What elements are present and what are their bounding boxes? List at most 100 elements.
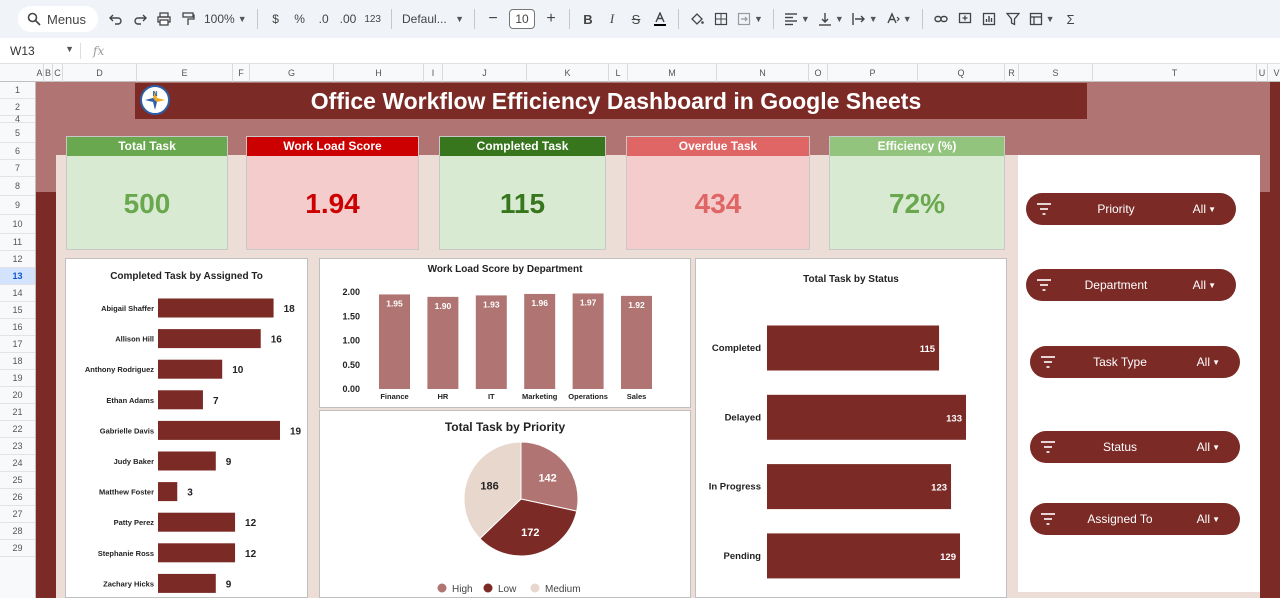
- axis-category-label: Anthony Rodriguez: [85, 365, 154, 374]
- decrease-font-size-button[interactable]: −: [488, 10, 498, 27]
- fill-color-icon[interactable]: [685, 6, 709, 32]
- row-header[interactable]: 18: [0, 353, 35, 370]
- row-header[interactable]: 8: [0, 177, 35, 196]
- row-header[interactable]: 2: [0, 99, 35, 116]
- column-header[interactable]: U: [1257, 64, 1268, 82]
- increase-decimal-button[interactable]: .00: [339, 12, 357, 26]
- chart-task-by-status[interactable]: Total Task by Status Completed 115 Delayed…: [695, 258, 1007, 598]
- row-header[interactable]: 13: [0, 268, 35, 285]
- row-header[interactable]: 1: [0, 82, 35, 99]
- print-icon[interactable]: [152, 6, 176, 32]
- row-header[interactable]: 21: [0, 404, 35, 421]
- row-header[interactable]: 5: [0, 123, 35, 143]
- column-header[interactable]: J: [443, 64, 527, 82]
- redo-icon[interactable]: [128, 6, 152, 32]
- column-header[interactable]: A: [36, 64, 44, 82]
- kpi-label: Efficiency (%): [830, 137, 1004, 156]
- italic-icon[interactable]: I: [609, 11, 615, 26]
- row-header[interactable]: 20: [0, 387, 35, 404]
- row-header[interactable]: 11: [0, 234, 35, 251]
- row-header[interactable]: 23: [0, 438, 35, 455]
- column-header[interactable]: Q: [918, 64, 1005, 82]
- horizontal-align-icon[interactable]: ▼: [780, 6, 814, 32]
- percent-format-button[interactable]: %: [294, 12, 305, 26]
- merge-cells-icon[interactable]: ▼: [733, 6, 767, 32]
- decrease-decimal-button[interactable]: .0: [318, 12, 329, 26]
- filter-icon[interactable]: [1001, 6, 1025, 32]
- font-size-input[interactable]: 10: [509, 9, 535, 29]
- row-header[interactable]: 28: [0, 523, 35, 540]
- filter-status[interactable]: Status All ▼: [1030, 431, 1240, 463]
- filter-views-icon[interactable]: ▼: [1025, 6, 1059, 32]
- insert-comment-icon[interactable]: [953, 6, 977, 32]
- font-select[interactable]: Defaul... ▼: [398, 6, 468, 32]
- column-header[interactable]: O: [809, 64, 828, 82]
- row-header[interactable]: 17: [0, 336, 35, 353]
- insert-chart-icon[interactable]: [977, 6, 1001, 32]
- column-header[interactable]: D: [63, 64, 137, 82]
- row-header[interactable]: 27: [0, 506, 35, 523]
- row-header[interactable]: 29: [0, 540, 35, 557]
- column-header[interactable]: M: [628, 64, 717, 82]
- column-header[interactable]: E: [137, 64, 233, 82]
- filter-assigned-to[interactable]: Assigned To All ▼: [1030, 503, 1240, 535]
- row-header[interactable]: 7: [0, 160, 35, 177]
- column-header[interactable]: T: [1093, 64, 1257, 82]
- borders-icon[interactable]: [709, 6, 733, 32]
- chart-task-by-priority[interactable]: Total Task by Priority 142 172 186 High Low M…: [319, 410, 691, 598]
- bold-icon[interactable]: B: [583, 11, 593, 27]
- row-header[interactable]: 10: [0, 215, 35, 234]
- row-header[interactable]: 6: [0, 143, 35, 160]
- functions-icon[interactable]: Σ: [1066, 11, 1075, 27]
- axis-tick-label: 1.00: [342, 336, 360, 346]
- column-header[interactable]: B: [44, 64, 53, 82]
- row-header[interactable]: 4: [0, 115, 35, 124]
- filter-task-type[interactable]: Task Type All ▼: [1030, 346, 1240, 378]
- row-header[interactable]: 24: [0, 455, 35, 472]
- column-header[interactable]: P: [828, 64, 918, 82]
- column-header[interactable]: C: [53, 64, 63, 82]
- column-header[interactable]: S: [1019, 64, 1093, 82]
- menus-search[interactable]: Menus: [18, 6, 98, 32]
- column-header[interactable]: F: [233, 64, 250, 82]
- row-header[interactable]: 22: [0, 421, 35, 438]
- divider: [391, 9, 392, 29]
- row-header[interactable]: 19: [0, 370, 35, 387]
- undo-icon[interactable]: [104, 6, 128, 32]
- chart-workload-by-department[interactable]: Work Load Score by Department 2.00 1.50 1.…: [319, 258, 691, 408]
- chart-completed-by-assignee[interactable]: Completed Task by Assigned To Abigail Sh…: [65, 258, 308, 598]
- axis-category-label: Marketing: [522, 392, 558, 401]
- vertical-align-icon[interactable]: ▼: [814, 6, 848, 32]
- text-color-icon[interactable]: [648, 6, 672, 32]
- zoom-select[interactable]: 100% ▼: [200, 6, 251, 32]
- column-header[interactable]: N: [717, 64, 809, 82]
- column-header[interactable]: G: [250, 64, 334, 82]
- number-format-button[interactable]: 123: [364, 13, 381, 25]
- name-box[interactable]: W13 ▼: [0, 44, 80, 58]
- filter-priority[interactable]: Priority All ▼: [1026, 193, 1236, 225]
- row-header[interactable]: 25: [0, 472, 35, 489]
- increase-font-size-button[interactable]: +: [546, 10, 556, 27]
- row-header[interactable]: 26: [0, 489, 35, 506]
- text-rotation-icon[interactable]: ▼: [882, 6, 916, 32]
- row-header[interactable]: 16: [0, 319, 35, 336]
- column-header[interactable]: L: [609, 64, 628, 82]
- row-header[interactable]: 12: [0, 251, 35, 268]
- formula-input[interactable]: [112, 41, 1280, 61]
- strikethrough-icon[interactable]: S: [631, 11, 641, 27]
- insert-link-icon[interactable]: [929, 6, 953, 32]
- column-header[interactable]: R: [1005, 64, 1019, 82]
- column-header[interactable]: K: [527, 64, 609, 82]
- paint-format-icon[interactable]: [176, 6, 200, 32]
- column-header[interactable]: I: [424, 64, 443, 82]
- filter-department[interactable]: Department All ▼: [1026, 269, 1236, 301]
- row-header[interactable]: 14: [0, 285, 35, 302]
- divider: [569, 9, 570, 29]
- column-header[interactable]: V: [1268, 64, 1280, 82]
- column-header[interactable]: H: [334, 64, 424, 82]
- currency-format-button[interactable]: $: [272, 12, 279, 26]
- row-header[interactable]: 15: [0, 302, 35, 319]
- row-header[interactable]: 9: [0, 196, 35, 215]
- text-wrapping-icon[interactable]: ▼: [848, 6, 882, 32]
